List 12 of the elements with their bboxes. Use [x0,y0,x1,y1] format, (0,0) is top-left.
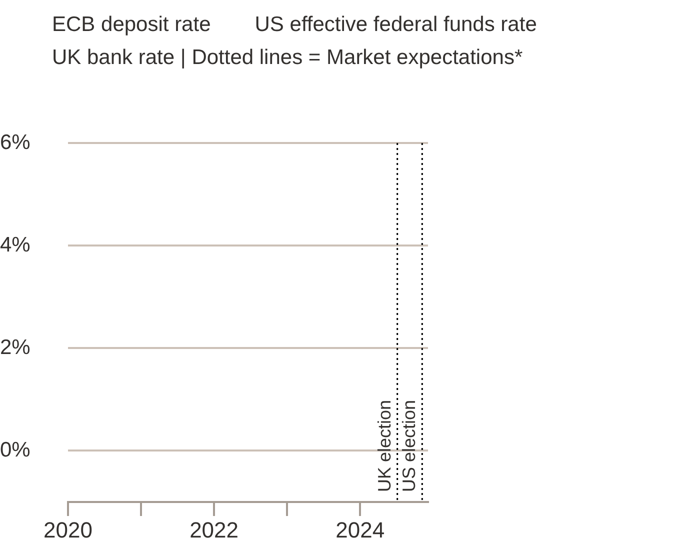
x-tick-label: 2022 [190,517,239,542]
x-tick-label: 2020 [44,517,92,542]
text: UK bank rate | Dotted lines = Market expectations* [52,45,523,71]
y-tick-label: 6% [0,130,30,154]
text: US effective federal funds rate [254,12,537,38]
x-tick-label: 2024 [336,517,385,542]
y-tick-label: 2% [0,336,30,359]
y-tick-label: 0% [0,438,30,462]
ref-line-label: UK election [374,400,394,492]
y-tick-label: 4% [0,233,30,256]
text: ECB deposit rate [52,12,211,38]
ref-line-label: US election [399,400,420,492]
